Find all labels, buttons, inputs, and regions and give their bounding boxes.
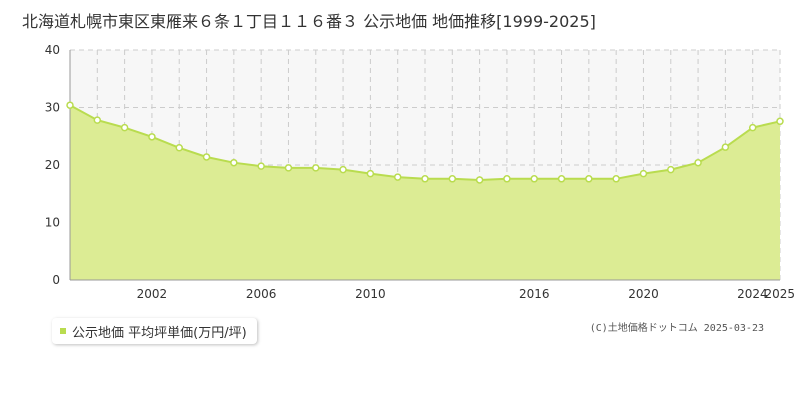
- data-point: [366, 169, 375, 178]
- data-points: [66, 101, 784, 184]
- y-tick-label: 20: [45, 158, 60, 172]
- data-point: [202, 153, 211, 161]
- data-point: [667, 165, 675, 174]
- data-point: [93, 116, 102, 124]
- credit-text: (C)土地価格ドットコム 2025-03-23: [589, 323, 764, 334]
- y-tick-label: 0: [52, 273, 60, 287]
- data-point: [120, 123, 129, 132]
- axes: [69, 50, 780, 281]
- data-point: [284, 164, 293, 172]
- data-point: [148, 133, 156, 141]
- data-point: [339, 165, 347, 174]
- legend-label: 公示地価 平均坪単価(万円/坪): [72, 325, 247, 341]
- data-point: [557, 175, 566, 183]
- data-point: [230, 158, 238, 167]
- x-tick-label: 2010: [355, 287, 386, 301]
- data-point: [639, 169, 648, 178]
- data-point: [475, 176, 484, 184]
- data-point: [175, 144, 183, 152]
- data-point: [421, 175, 429, 183]
- chart-title: 北海道札幌市東区東雁来６条１丁目１１６番３ 公示地価 地価推移[1999-202…: [22, 12, 596, 31]
- y-tick-labels: 0 10 20 30 40: [45, 43, 60, 287]
- data-point: [748, 123, 757, 132]
- x-tick-label: 2025: [764, 287, 795, 301]
- legend: 公示地価 平均坪単価(万円/坪): [52, 318, 257, 344]
- data-point: [612, 175, 620, 183]
- x-tick-label: 2016: [519, 287, 550, 301]
- data-point: [776, 117, 784, 126]
- y-tick-label: 10: [45, 216, 60, 230]
- data-point: [448, 175, 457, 183]
- data-point: [585, 175, 593, 183]
- legend-marker-square: [60, 328, 66, 334]
- data-point: [312, 164, 320, 172]
- x-tick-label: 2002: [137, 287, 168, 301]
- x-tick-label: 2020: [628, 287, 659, 301]
- data-point: [694, 158, 702, 167]
- data-point: [721, 143, 730, 151]
- series-area: [70, 105, 780, 280]
- x-tick-label: 2006: [246, 287, 277, 301]
- data-point: [530, 175, 538, 183]
- data-point: [503, 175, 511, 183]
- x-tick-label: 2024: [737, 287, 768, 301]
- data-point: [66, 101, 74, 109]
- data-point: [393, 173, 402, 181]
- data-point: [257, 162, 265, 170]
- y-tick-label: 40: [45, 43, 60, 57]
- y-tick-label: 30: [45, 101, 60, 115]
